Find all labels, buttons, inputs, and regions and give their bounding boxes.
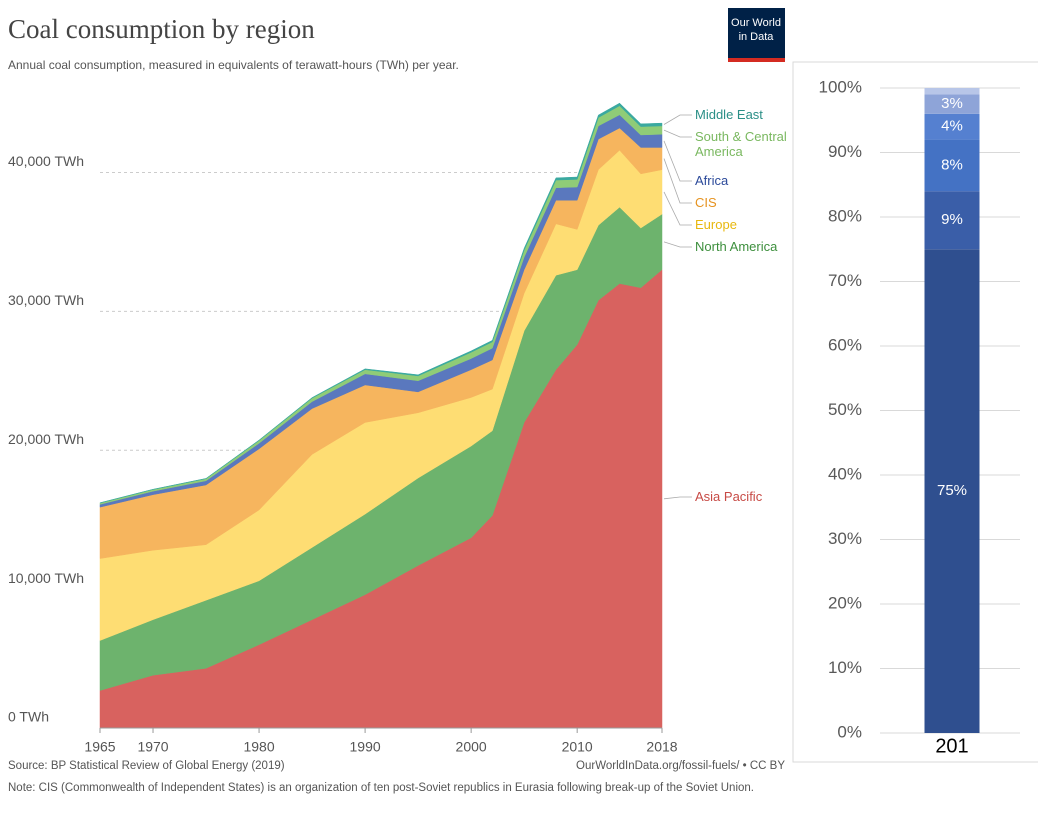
legend-connector: [663, 191, 692, 226]
x-tick-label: 201: [935, 735, 968, 757]
legend-connector: [663, 114, 692, 125]
x-tick-label: 2000: [456, 739, 487, 755]
legend-connector: [663, 129, 692, 138]
y-tick-label: 70%: [828, 271, 862, 290]
y-tick-label: 50%: [828, 400, 862, 419]
legend-label: Asia Pacific: [695, 489, 763, 504]
y-tick-label: 20,000 TWh: [8, 431, 84, 447]
logo-text: Our World: [731, 17, 781, 29]
url: OurWorldInData.org/fossil-fuels/ • CC BY: [576, 760, 785, 772]
x-tick-label: 2018: [646, 739, 677, 755]
logo-text: in Data: [739, 31, 775, 43]
legend-label: CIS: [695, 195, 717, 210]
bar-segment: [924, 94, 980, 114]
legend-connector: [663, 158, 692, 204]
legend-label: South & Central America: [695, 129, 787, 159]
legend-connector: [663, 241, 692, 248]
y-tick-label: 100%: [819, 77, 862, 96]
legend-label: Europe: [695, 217, 737, 232]
bar-segment: [924, 88, 980, 95]
note: Note: CIS (Commonwealth of Independent S…: [8, 782, 754, 794]
bar-segment: [924, 249, 980, 733]
legend-label: Middle East: [695, 107, 763, 122]
x-tick-label: 1980: [243, 739, 274, 755]
data-label: 3%: [941, 95, 963, 112]
logo-box: [728, 8, 785, 62]
x-tick-label: 2010: [562, 739, 593, 755]
chart-subtitle: Annual coal consumption, measured in equ…: [8, 58, 459, 72]
legend-label: Africa: [695, 173, 729, 188]
y-tick-label: 90%: [828, 142, 862, 161]
x-tick-label: 1965: [84, 739, 115, 755]
logo-bar: [728, 58, 785, 62]
right-panel: [792, 61, 1038, 763]
data-label: 75%: [937, 482, 967, 499]
y-tick-label: 20%: [828, 593, 862, 612]
legend-connector: [663, 140, 692, 182]
y-tick-label: 10%: [828, 658, 862, 677]
area: [99, 102, 663, 504]
bar-segment: [924, 139, 980, 192]
y-tick-label: 0 TWh: [8, 709, 49, 725]
y-tick-label: 60%: [828, 335, 862, 354]
y-tick-label: 80%: [828, 206, 862, 225]
source: Source: BP Statistical Review of Global …: [8, 760, 285, 772]
y-tick-label: 30,000 TWh: [8, 292, 84, 308]
bar-segment: [924, 113, 980, 140]
chart-title: Coal consumption by region: [8, 14, 315, 44]
data-label: 4%: [941, 118, 963, 135]
y-tick-label: 10,000 TWh: [8, 570, 84, 586]
y-tick-label: 40,000 TWh: [8, 153, 84, 169]
y-tick-label: 40%: [828, 464, 862, 483]
bar-segment: [924, 191, 980, 250]
x-tick-label: 1990: [350, 739, 381, 755]
data-label: 9%: [941, 211, 963, 228]
legend-connector: [663, 496, 692, 500]
x-tick-label: 1970: [137, 739, 168, 755]
data-label: 8%: [941, 156, 963, 173]
legend-label: North America: [695, 239, 778, 254]
y-tick-label: 30%: [828, 529, 862, 548]
y-tick-label: 0%: [837, 722, 862, 741]
